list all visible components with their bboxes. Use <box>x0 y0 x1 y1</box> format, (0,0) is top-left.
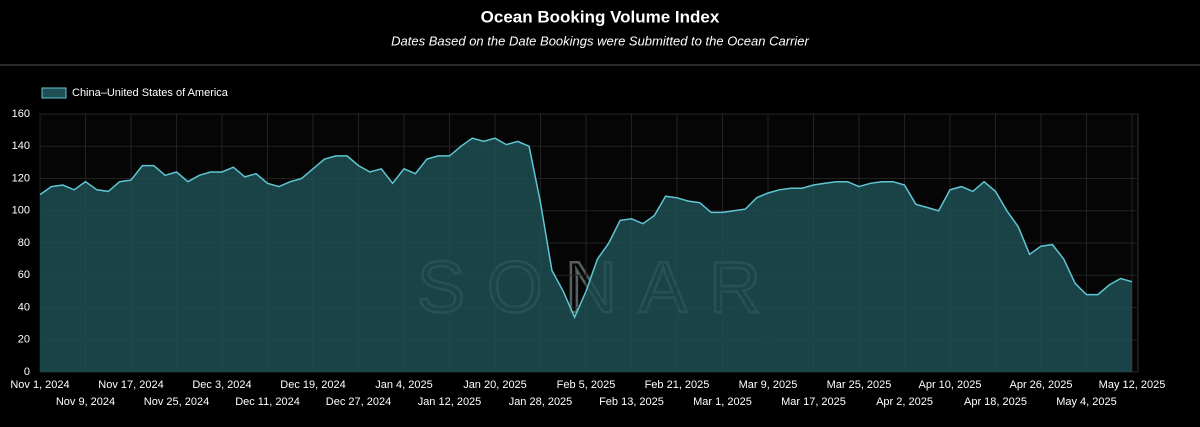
legend-swatch <box>41 87 67 99</box>
area <box>40 138 1132 372</box>
legend-label: China–United States of America <box>72 87 229 99</box>
x-tick-label: Dec 19, 2024 <box>280 379 345 391</box>
y-tick-label: 120 <box>12 172 30 184</box>
x-tick-label: Nov 25, 2024 <box>144 396 209 408</box>
y-tick-label: 0 <box>24 366 30 378</box>
x-tick-label: Nov 1, 2024 <box>10 379 69 391</box>
x-tick-label: Feb 21, 2025 <box>645 379 710 391</box>
line <box>39 137 1133 320</box>
x-tick-label: Apr 2, 2025 <box>876 396 933 408</box>
y-tick-label: 160 <box>12 108 30 120</box>
chart-title: Ocean Booking Volume Index <box>481 7 720 26</box>
x-tick-label: Nov 9, 2024 <box>56 396 115 408</box>
chart-subtitle: Dates Based on the Date Bookings were Su… <box>391 33 809 48</box>
x-tick-label: Nov 17, 2024 <box>98 379 163 391</box>
x-tick-label: Apr 18, 2025 <box>964 396 1027 408</box>
x-tick-label: Feb 13, 2025 <box>599 396 664 408</box>
x-tick-label: May 12, 2025 <box>1099 379 1166 391</box>
y-tick-label: 100 <box>12 205 30 217</box>
y-tick-label: 80 <box>18 237 30 249</box>
x-tick-label: Dec 3, 2024 <box>192 379 251 391</box>
x-tick-label: Jan 20, 2025 <box>463 379 527 391</box>
x-tick-label: Jan 12, 2025 <box>418 396 482 408</box>
x-tick-label: Feb 5, 2025 <box>557 379 616 391</box>
y-tick-label: 140 <box>12 140 30 152</box>
x-tick-label: Apr 10, 2025 <box>919 379 982 391</box>
y-tick-label: 60 <box>18 269 30 281</box>
x-tick-label: May 4, 2025 <box>1056 396 1117 408</box>
x-tick-label: Jan 4, 2025 <box>375 379 433 391</box>
x-tick-label: Mar 9, 2025 <box>739 379 798 391</box>
x-tick-label: Mar 1, 2025 <box>693 396 752 408</box>
y-tick-label: 40 <box>18 301 30 313</box>
y-tick-label: 20 <box>18 334 30 346</box>
x-tick-label: Mar 25, 2025 <box>827 379 892 391</box>
x-tick-label: Jan 28, 2025 <box>509 396 573 408</box>
x-tick-label: Apr 26, 2025 <box>1010 379 1073 391</box>
x-tick-label: Mar 17, 2025 <box>781 396 846 408</box>
x-tick-label: Dec 27, 2024 <box>326 396 391 408</box>
x-tick-label: Dec 11, 2024 <box>235 396 300 408</box>
